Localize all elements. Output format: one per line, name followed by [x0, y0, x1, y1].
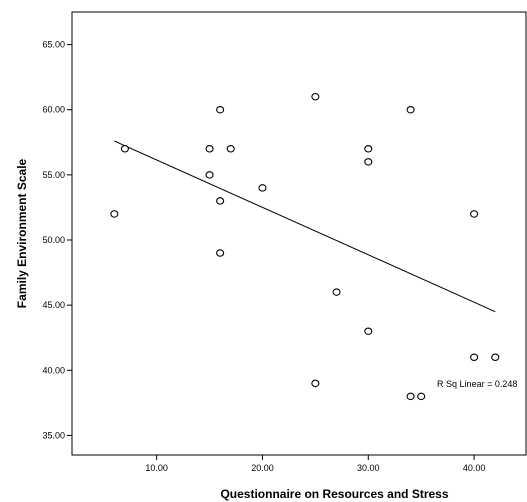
data-point — [110, 210, 119, 218]
x-tick-label: 30.00 — [357, 463, 380, 473]
data-point — [417, 392, 426, 401]
data-point — [120, 145, 129, 153]
data-point — [364, 327, 373, 335]
data-point — [258, 184, 267, 192]
y-tick-label: 45.00 — [42, 300, 65, 310]
x-tick-label: 10.00 — [145, 463, 168, 473]
data-point — [311, 92, 320, 101]
data-point — [205, 171, 214, 179]
y-tick-label: 60.00 — [42, 105, 65, 115]
y-axis-title: Family Environment Scale — [15, 158, 29, 308]
data-point — [406, 105, 415, 114]
data-point — [470, 353, 479, 362]
data-point — [364, 145, 373, 153]
y-tick-label: 50.00 — [42, 235, 65, 245]
x-tick-label: 40.00 — [463, 463, 486, 473]
data-point — [406, 392, 415, 401]
regression-line — [114, 140, 496, 313]
data-point — [226, 145, 235, 153]
y-tick-label: 35.00 — [42, 430, 65, 440]
y-tick-label: 65.00 — [42, 40, 65, 50]
y-tick-label: 55.00 — [42, 170, 65, 180]
data-point — [332, 288, 341, 296]
data-point — [216, 249, 225, 257]
x-tick-label: 20.00 — [251, 463, 274, 473]
data-point — [364, 158, 373, 166]
data-point — [205, 145, 214, 153]
x-axis-title: Questionnaire on Resources and Stress — [220, 487, 448, 501]
data-point — [216, 197, 225, 205]
y-tick-label: 40.00 — [42, 365, 65, 375]
plot-frame — [71, 11, 527, 456]
data-point — [311, 379, 320, 388]
r-squared-annotation: R Sq Linear = 0.248 — [437, 379, 517, 389]
data-point — [470, 210, 479, 218]
data-point — [491, 353, 500, 362]
data-point — [216, 105, 225, 114]
